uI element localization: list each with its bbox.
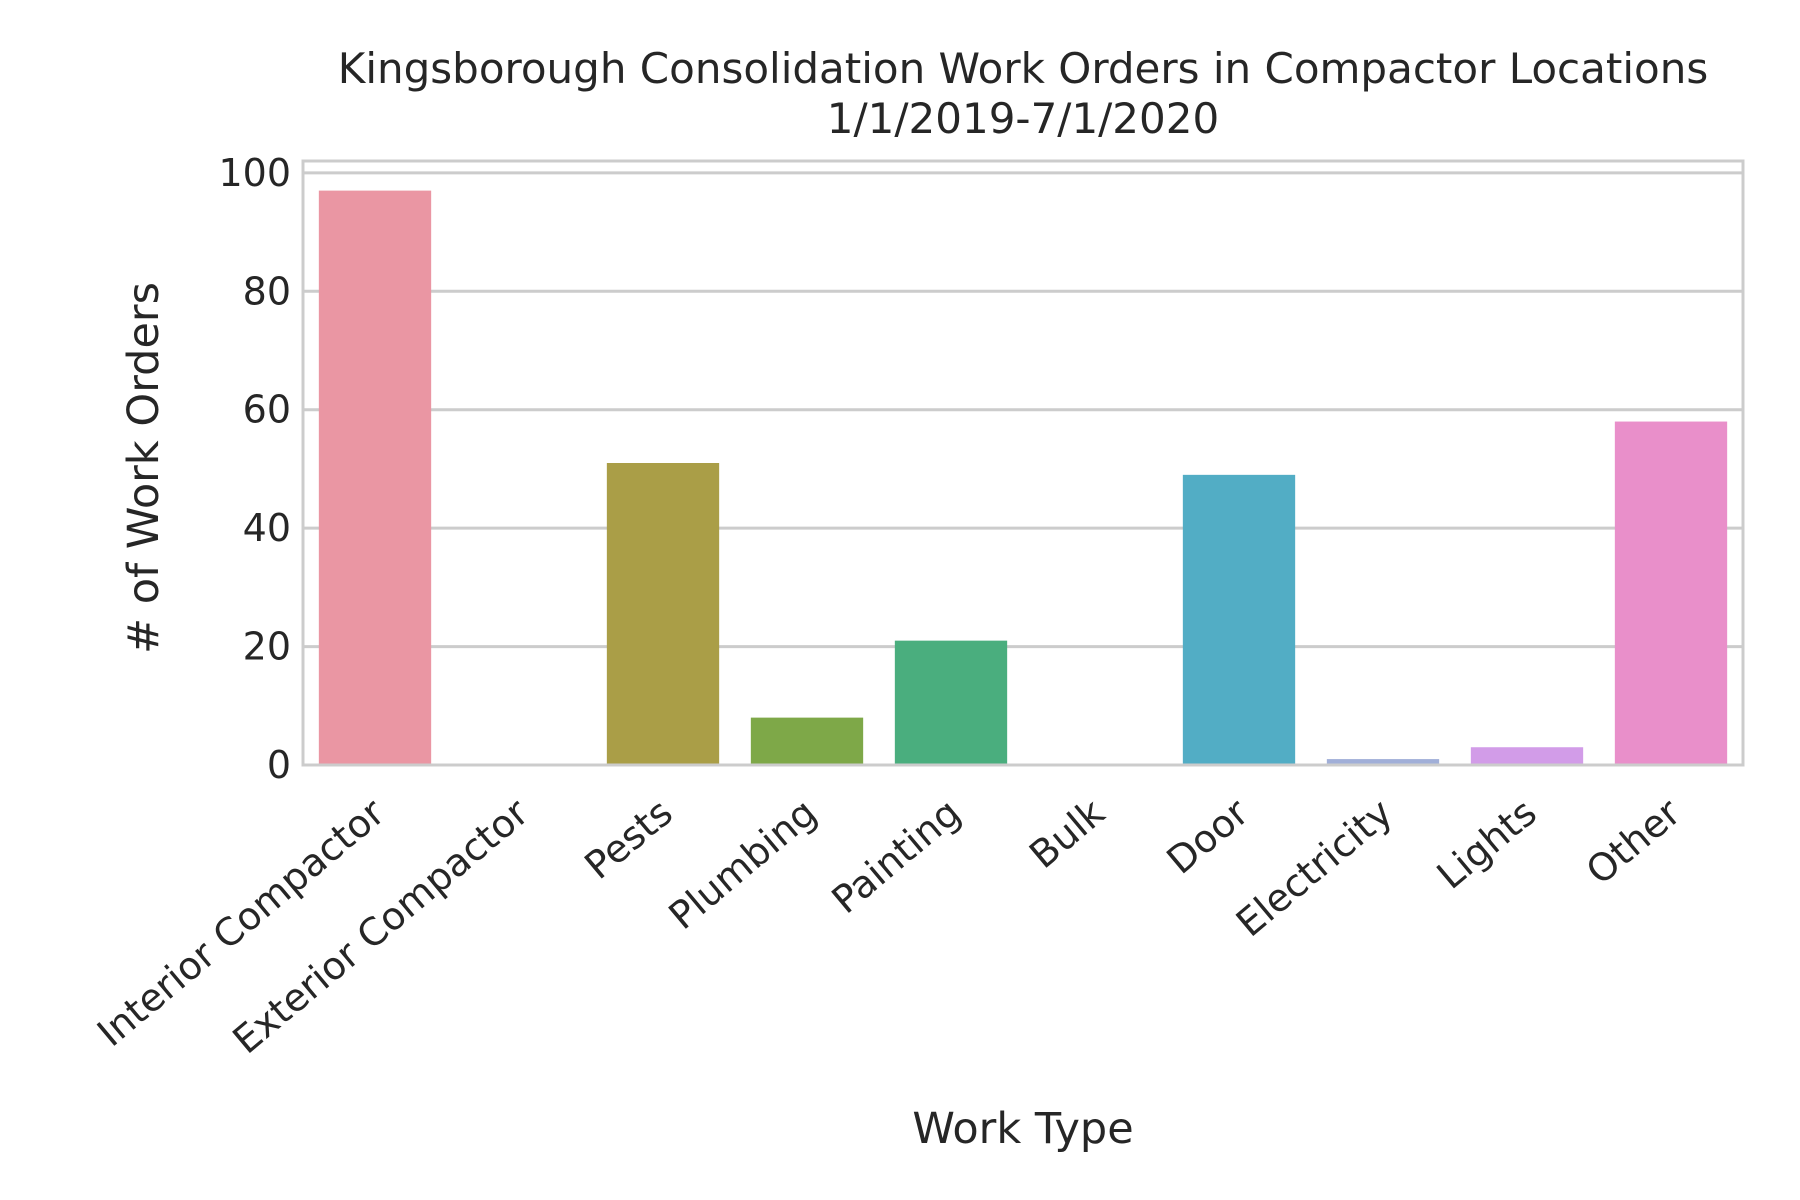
y-tick-label: 20	[243, 625, 291, 669]
x-tick-label: Pests	[576, 790, 680, 888]
x-tick-label: Other	[1578, 790, 1689, 893]
bar-door	[1182, 474, 1296, 765]
bars	[318, 190, 1728, 765]
gridlines	[303, 171, 1743, 767]
y-axis-label: # of Work Orders	[119, 282, 169, 654]
x-tick-label: Painting	[823, 790, 968, 922]
y-tick-label: 40	[243, 506, 291, 550]
chart-title: Kingsborough Consolidation Work Orders i…	[338, 44, 1708, 93]
bar-other	[1614, 421, 1728, 765]
y-tick-label: 100	[218, 151, 291, 195]
bar-plumbing	[750, 717, 864, 765]
x-tick-label: Plumbing	[661, 790, 825, 938]
chart-subtitle: 1/1/2019-7/1/2020	[827, 94, 1219, 143]
x-axis-label: Work Type	[912, 1104, 1133, 1154]
bar-pests	[606, 463, 720, 765]
bar-electricity	[1326, 759, 1440, 765]
x-tick-label: Door	[1158, 790, 1257, 883]
bar-lights	[1470, 747, 1584, 765]
bar-painting	[894, 640, 1008, 765]
x-tick-label: Electricity	[1228, 790, 1401, 945]
plot-frame	[301, 159, 1745, 767]
y-tick-label: 60	[243, 388, 291, 432]
y-tick-label: 0	[267, 743, 291, 787]
x-tick-label: Lights	[1429, 790, 1545, 897]
y-tick-label: 80	[243, 269, 291, 313]
x-tick-label: Bulk	[1021, 790, 1113, 877]
bar-interior-compactor	[318, 190, 432, 765]
y-tick-labels: 0 20 40 60 80 100	[218, 151, 291, 787]
